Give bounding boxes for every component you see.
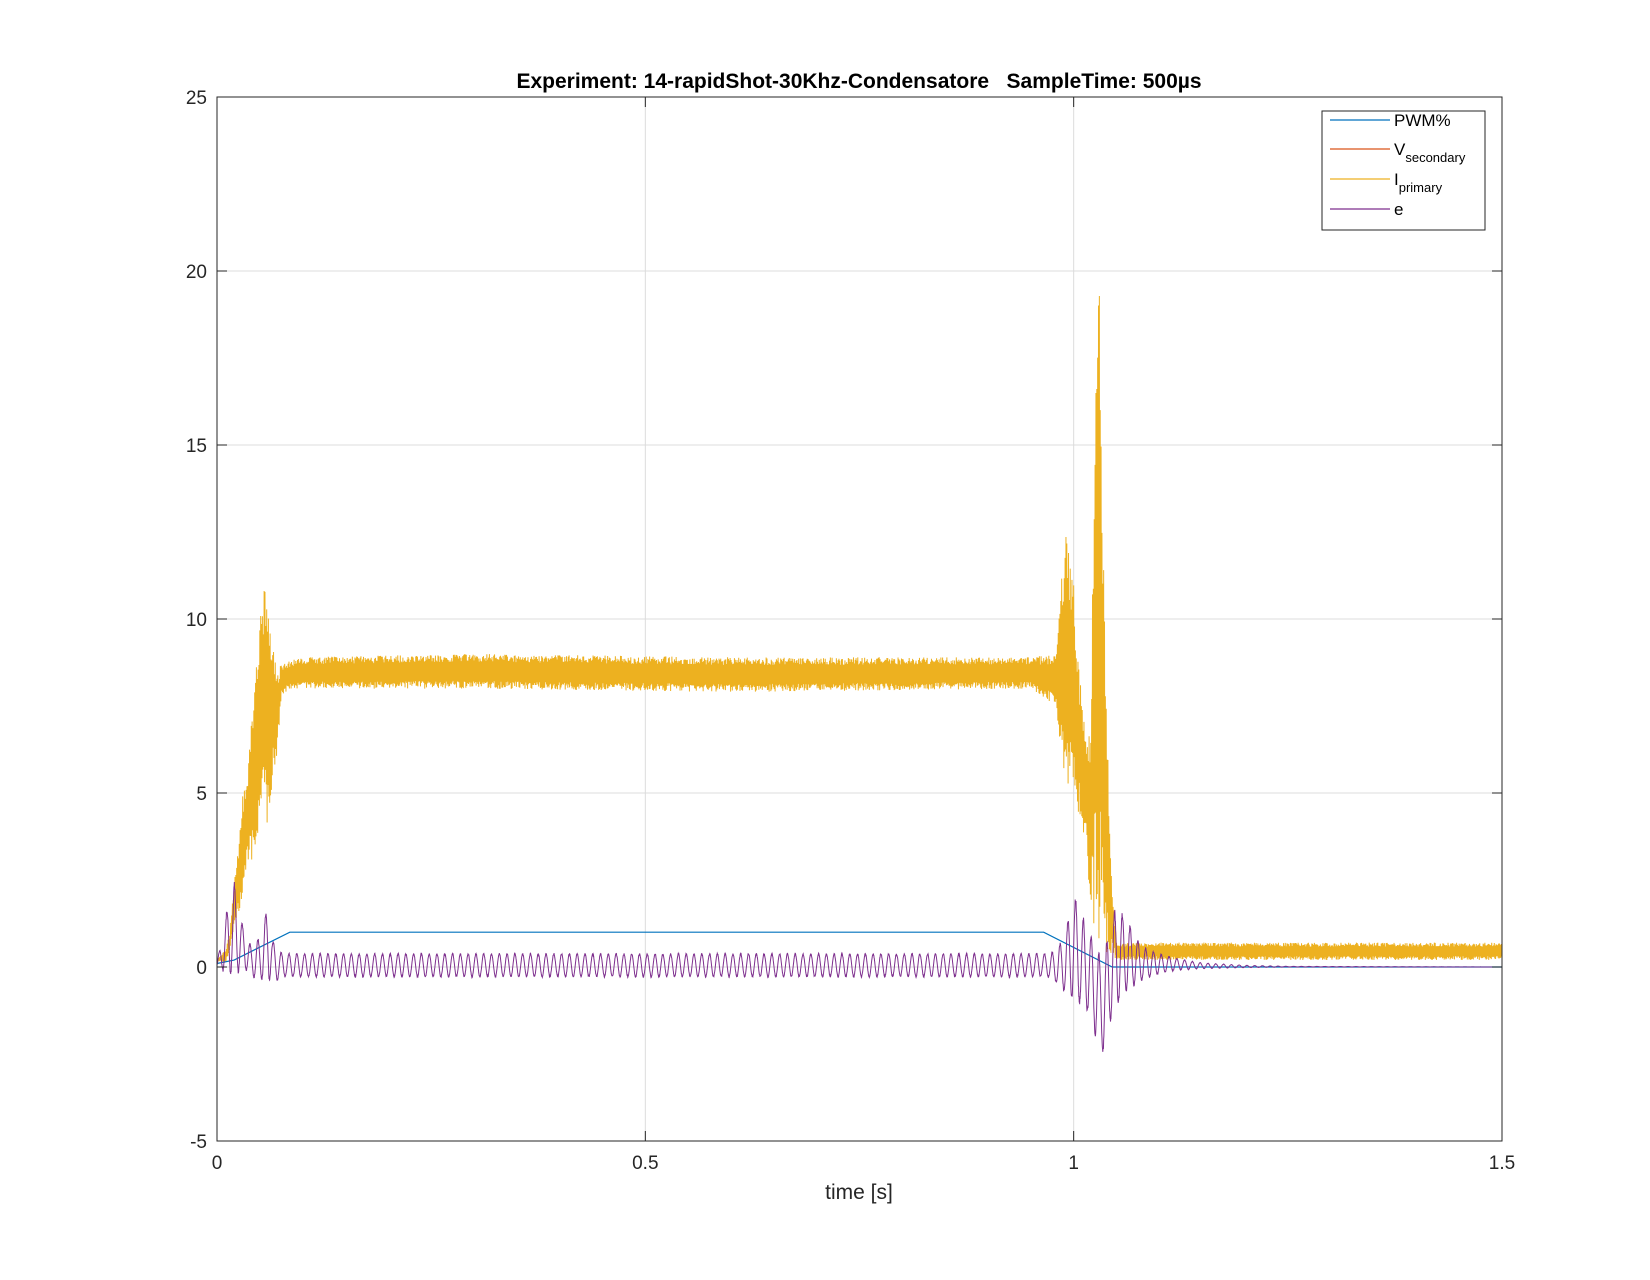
x-tick-label-2: 1	[1068, 1153, 1079, 1174]
y-tick-label-1: 0	[196, 958, 207, 979]
series-e-line	[216, 881, 1502, 1052]
y-tick-label-5: 20	[186, 262, 207, 283]
y-tick-label-3: 10	[186, 610, 207, 631]
y-tick-label-0: -5	[190, 1132, 207, 1153]
legend-label-3: e	[1394, 200, 1403, 219]
legend: PWM% Vsecondary Iprimary e	[1321, 110, 1486, 231]
legend-label-0: PWM%	[1394, 111, 1451, 130]
y-tick-label-2: 5	[196, 784, 207, 805]
x-tick-label-0: 0	[212, 1153, 223, 1174]
series-iprimary-line	[216, 296, 1503, 963]
chart-title: Experiment: 14-rapidShot-30Khz-Condensat…	[516, 70, 1201, 93]
x-tick-label-3: 1.5	[1489, 1153, 1515, 1174]
x-tick-label-1: 0.5	[632, 1153, 658, 1174]
legend-label-2: Iprimary	[1394, 170, 1443, 195]
y-tick-label-4: 15	[186, 436, 207, 457]
legend-label-1: Vsecondary	[1394, 140, 1466, 165]
series-layer	[216, 296, 1503, 1052]
legend-box	[1321, 110, 1486, 231]
y-tick-label-6: 25	[186, 88, 207, 109]
x-axis-label: time [s]	[825, 1181, 893, 1204]
